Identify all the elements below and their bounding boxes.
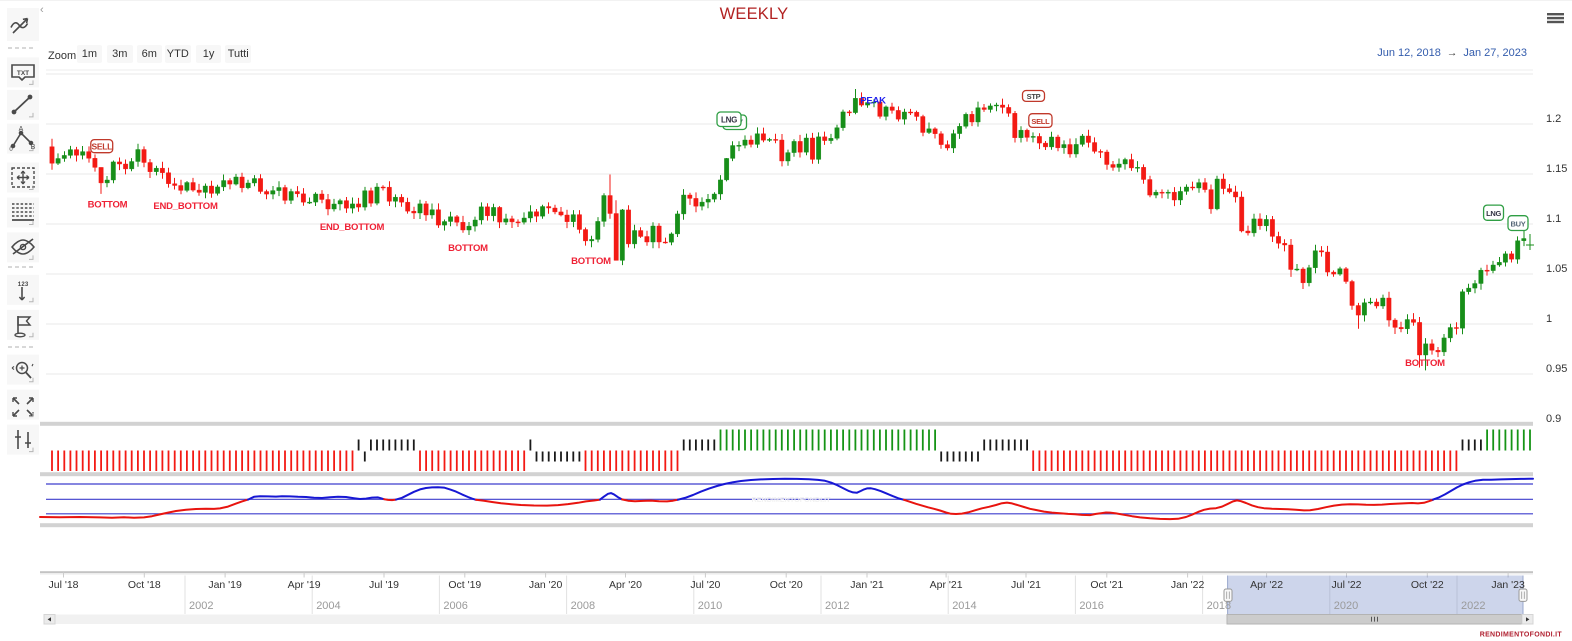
svg-text:0: 0 (9, 147, 13, 153)
svg-text:Apr '22: Apr '22 (1250, 579, 1283, 591)
svg-text:Jan '22: Jan '22 (1171, 579, 1205, 591)
svg-text:1.2: 1.2 (1546, 113, 1561, 125)
svg-text:Jul '18: Jul '18 (48, 579, 78, 591)
svg-text:RENDIMENTOFONDI.IT: RENDIMENTOFONDI.IT (1480, 632, 1563, 639)
svg-text:BOTTOM: BOTTOM (88, 200, 128, 211)
svg-text:Jul '20: Jul '20 (690, 579, 720, 591)
svg-text:Oct '20: Oct '20 (770, 579, 803, 591)
svg-text:PEAK: PEAK (860, 96, 886, 107)
svg-text:2002: 2002 (189, 600, 213, 612)
svg-text:1.05: 1.05 (1546, 263, 1567, 275)
svg-text:2010: 2010 (698, 600, 722, 612)
svg-text:BOTTOM: BOTTOM (571, 256, 611, 267)
svg-text:1: 1 (1546, 313, 1552, 325)
svg-text:END_BOTTOM: END_BOTTOM (320, 222, 385, 233)
svg-text:2006: 2006 (443, 600, 467, 612)
svg-text:B: B (31, 144, 36, 151)
svg-text:Oct '19: Oct '19 (448, 579, 481, 591)
svg-text:Oct '21: Oct '21 (1090, 579, 1123, 591)
svg-text:BOTTOM: BOTTOM (448, 243, 488, 254)
svg-text:1.1: 1.1 (1546, 213, 1561, 225)
svg-text:RENDIMENTOFONDI.IT: RENDIMENTOFONDI.IT (752, 495, 832, 504)
svg-text:Oct '22: Oct '22 (1411, 579, 1444, 591)
svg-text:LNG: LNG (1486, 209, 1501, 218)
svg-text:2012: 2012 (825, 600, 849, 612)
svg-text:123: 123 (18, 281, 29, 288)
svg-text:Jul '22: Jul '22 (1331, 579, 1361, 591)
svg-text:2014: 2014 (952, 600, 976, 612)
svg-text:SELL: SELL (1031, 117, 1050, 126)
svg-text:Jan '21: Jan '21 (850, 579, 884, 591)
svg-text:BUY: BUY (1511, 219, 1526, 228)
svg-text:0.95: 0.95 (1546, 363, 1567, 375)
svg-text:Oct '18: Oct '18 (128, 579, 161, 591)
svg-text:Jan '19: Jan '19 (208, 579, 242, 591)
svg-text:Jul '21: Jul '21 (1011, 579, 1041, 591)
svg-text:Jul '19: Jul '19 (369, 579, 399, 591)
svg-text:A: A (19, 126, 24, 133)
svg-text:2016: 2016 (1079, 600, 1103, 612)
svg-text:Apr '20: Apr '20 (609, 579, 642, 591)
svg-text:SELL: SELL (91, 141, 112, 151)
svg-text:Apr '21: Apr '21 (930, 579, 963, 591)
svg-text:2020: 2020 (1334, 600, 1358, 612)
svg-text:BOTTOM: BOTTOM (1405, 358, 1445, 369)
svg-text:END_BOTTOM: END_BOTTOM (153, 201, 218, 212)
svg-text:Apr '19: Apr '19 (288, 579, 321, 591)
svg-text:TXT: TXT (17, 70, 29, 77)
svg-text:0.9: 0.9 (1546, 413, 1561, 425)
svg-text:Jan '20: Jan '20 (529, 579, 563, 591)
svg-text:2022: 2022 (1461, 600, 1485, 612)
svg-text:2018: 2018 (1207, 600, 1231, 612)
svg-text:1.15: 1.15 (1546, 163, 1567, 175)
svg-text:LNG: LNG (721, 115, 737, 124)
svg-text:2008: 2008 (571, 600, 595, 612)
svg-text:2004: 2004 (316, 600, 340, 612)
svg-text:Jan '23: Jan '23 (1491, 579, 1525, 591)
svg-text:STP: STP (1027, 92, 1041, 101)
